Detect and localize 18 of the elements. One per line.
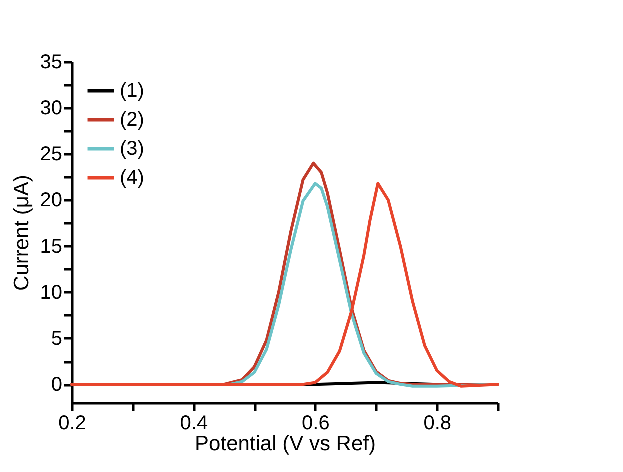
y-tick-label: 25 bbox=[40, 144, 62, 166]
x-tick-label: 0.2 bbox=[58, 412, 86, 434]
y-tick-label: 30 bbox=[40, 98, 62, 120]
y-tick-label: 5 bbox=[51, 328, 62, 350]
legend-label: (2) bbox=[120, 109, 144, 131]
y-tick-label: 0 bbox=[51, 374, 62, 396]
x-axis-title: Potential (V vs Ref) bbox=[195, 432, 376, 456]
y-tick-label: 35 bbox=[40, 52, 62, 74]
legend-label: (4) bbox=[120, 167, 144, 189]
y-tick-label: 20 bbox=[40, 190, 62, 212]
legend-label: (3) bbox=[120, 138, 144, 160]
x-tick-label: 0.8 bbox=[424, 412, 452, 434]
legend-label: (1) bbox=[120, 80, 144, 102]
x-tick-label: 0.6 bbox=[302, 412, 330, 434]
x-tick-label: 0.4 bbox=[180, 412, 208, 434]
y-tick-label: 15 bbox=[40, 236, 62, 258]
y-axis-title: Current (μA) bbox=[10, 175, 34, 291]
y-tick-label: 10 bbox=[40, 282, 62, 304]
